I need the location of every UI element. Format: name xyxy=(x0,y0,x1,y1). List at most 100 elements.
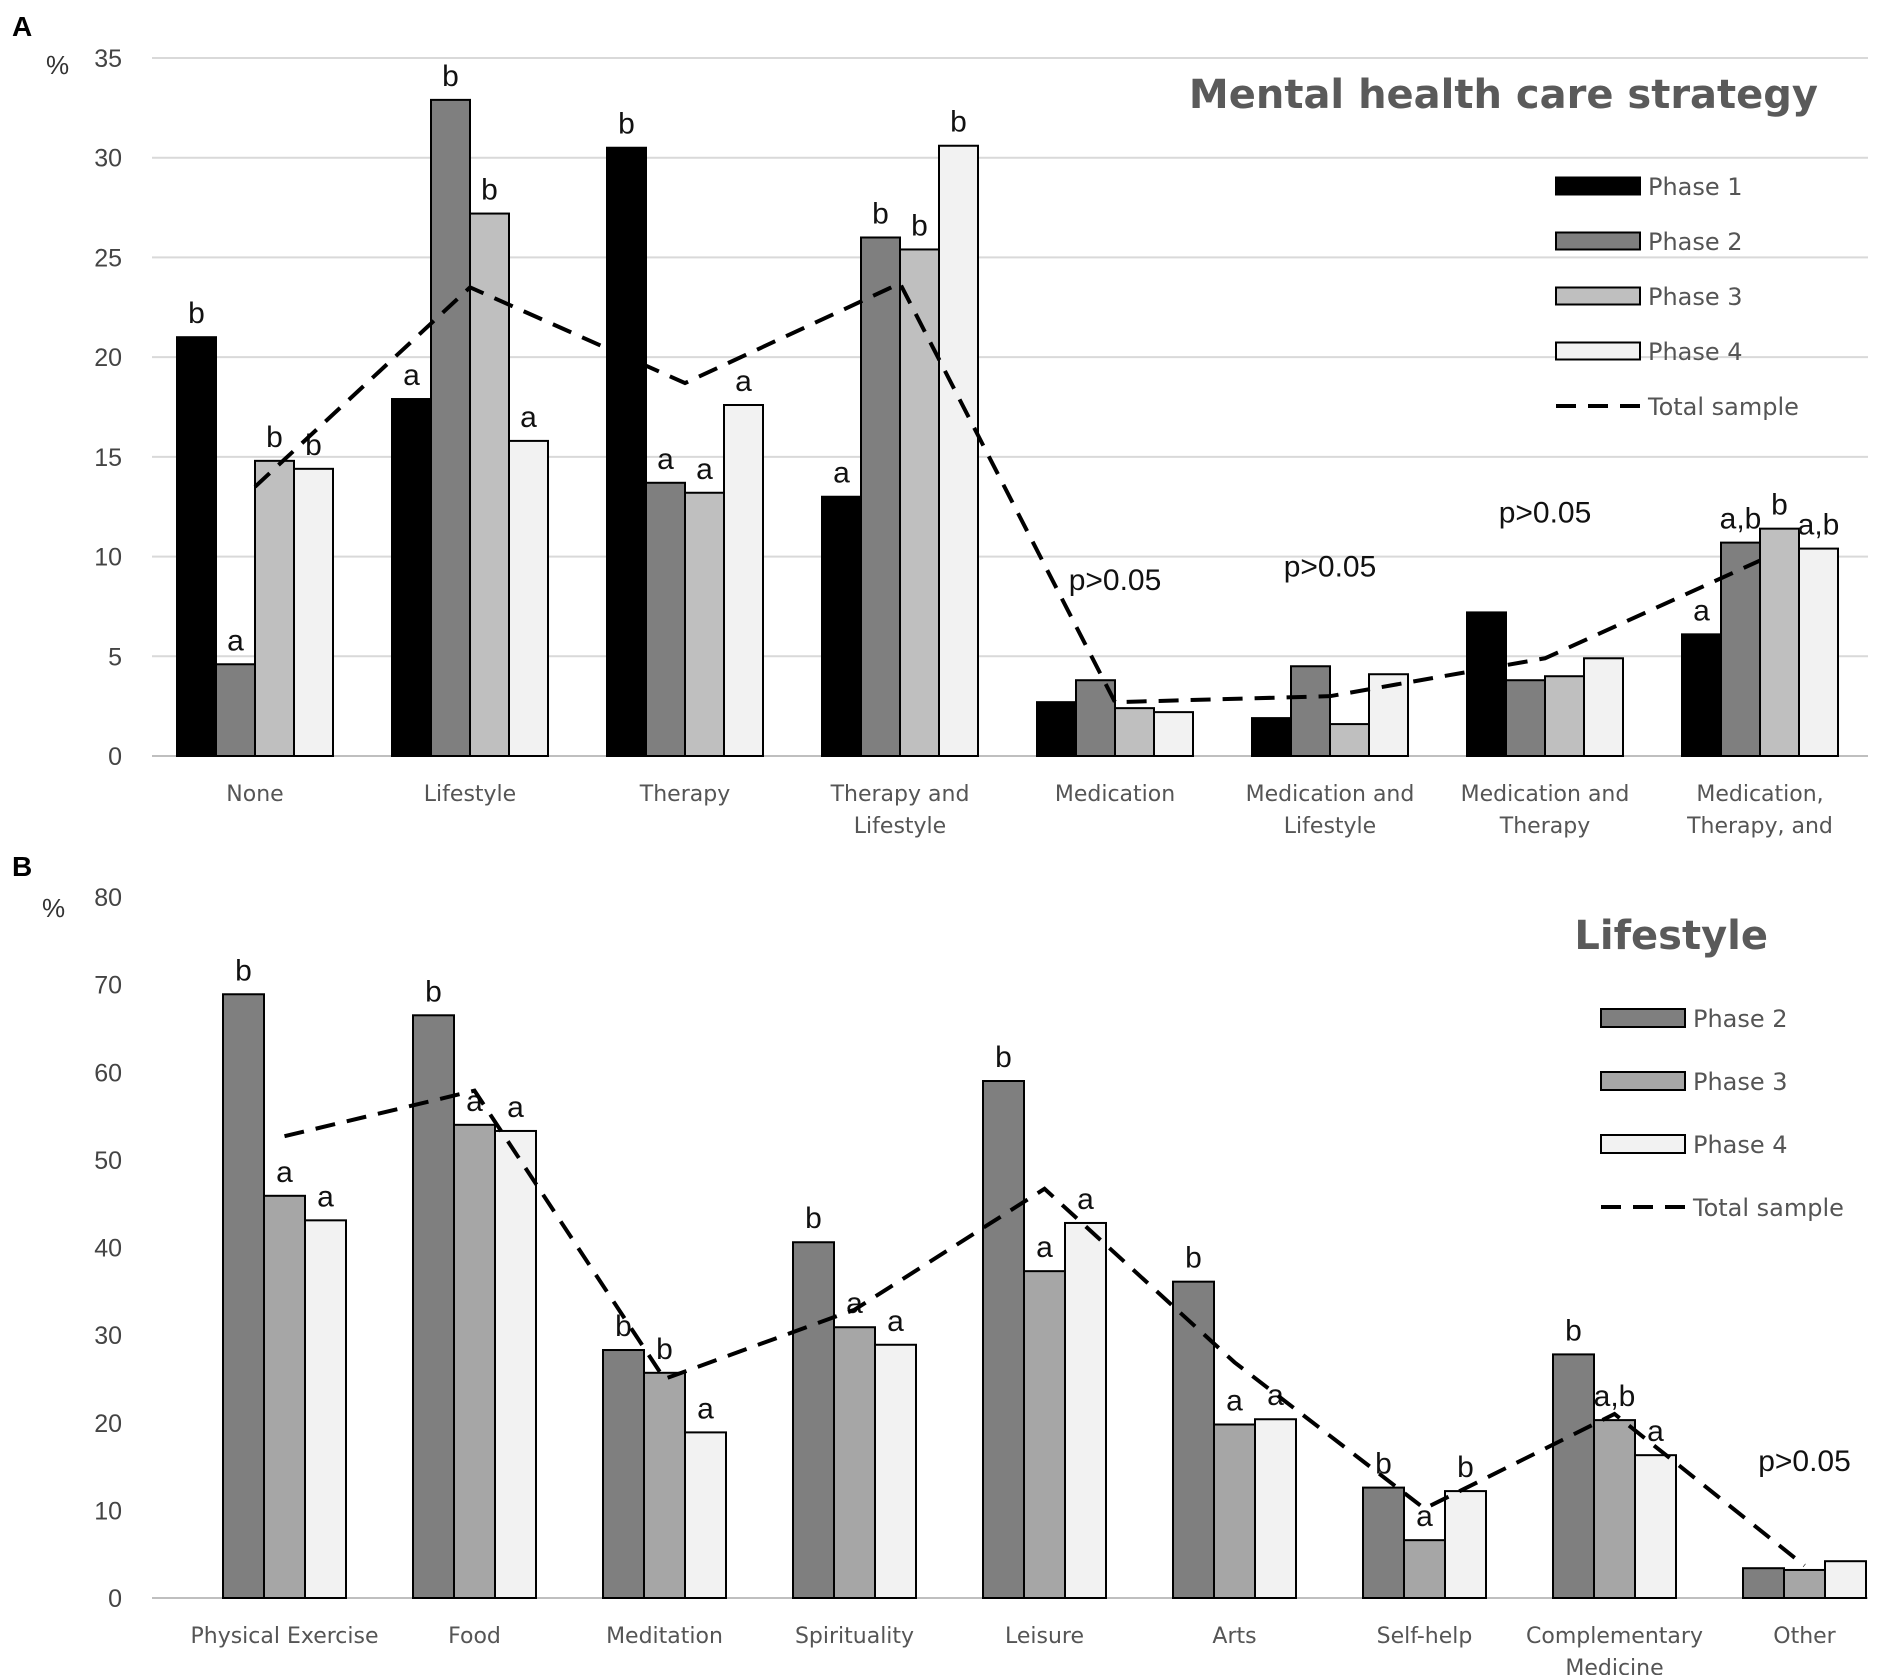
x-tick-label: Medicine xyxy=(1565,1656,1663,1675)
bar-phase-4-8 xyxy=(1824,1560,1867,1600)
significance-label: a xyxy=(1036,1231,1053,1264)
chart-panel-a: A% 0 5 10 15 20 25 30 35 Mental health care strat… xyxy=(12,11,1868,839)
bar-phase-4-7 xyxy=(1798,547,1839,758)
y-tick-label: 50 xyxy=(94,1147,122,1175)
bar-phase-4-0 xyxy=(293,467,334,757)
significance-label: a xyxy=(1077,1183,1094,1216)
total-sample-line xyxy=(284,1088,1806,1568)
x-tick-label: Medication and xyxy=(1461,782,1630,807)
x-tick-label: Arts xyxy=(1212,1624,1256,1649)
significance-label: b xyxy=(950,106,967,139)
x-tick-label: Therapy and xyxy=(830,782,970,807)
bar-phase-2-6 xyxy=(1362,1486,1405,1600)
significance-label: p>0.05 xyxy=(1284,550,1377,583)
bar-phase-4-4 xyxy=(1153,711,1194,758)
bar-phase-4-0 xyxy=(304,1219,347,1600)
legend-label: Total sample xyxy=(1647,393,1799,421)
bar-phase-2-3 xyxy=(792,1241,835,1600)
bar-phase-3-3 xyxy=(833,1326,876,1600)
bar-phase-4-6 xyxy=(1583,657,1624,758)
bar-phase-2-0 xyxy=(222,993,265,1599)
significance-label: a xyxy=(1693,594,1710,627)
y-tick-label: 30 xyxy=(94,145,122,173)
significance-label: a,b xyxy=(1594,1380,1636,1413)
bar-phase-4-3 xyxy=(874,1343,917,1600)
legend-swatch xyxy=(1555,176,1641,196)
chart-title: Mental health care strategy xyxy=(1189,72,1818,118)
y-tick-label: 20 xyxy=(94,1410,122,1438)
legend-label: Phase 2 xyxy=(1648,228,1743,256)
bar-phase-4-7 xyxy=(1634,1454,1677,1600)
significance-label: a xyxy=(657,443,674,476)
y-tick-label: 10 xyxy=(94,544,122,572)
y-tick-label: 30 xyxy=(94,1322,122,1350)
legend-swatch xyxy=(1555,231,1641,251)
significance-label: a xyxy=(227,624,244,657)
bar-phase-2-2 xyxy=(645,481,686,757)
legend-swatch xyxy=(1600,1134,1686,1154)
significance-label: a xyxy=(887,1305,904,1338)
bar-phase-3-6 xyxy=(1544,675,1585,758)
bar-phase-2-8 xyxy=(1742,1567,1785,1600)
significance-label: b xyxy=(1375,1448,1392,1481)
significance-label: a xyxy=(1226,1385,1243,1418)
bar-phase-2-1 xyxy=(430,98,471,757)
bar-phase-1-5 xyxy=(1251,717,1292,758)
x-tick-label: Self-help xyxy=(1377,1624,1473,1649)
y-tick-label: 35 xyxy=(94,45,122,73)
bar-phase-3-2 xyxy=(684,491,725,757)
bar-phase-3-5 xyxy=(1329,723,1370,758)
x-tick-label: Other xyxy=(1773,1624,1836,1649)
bar-phase-4-3 xyxy=(938,144,979,757)
bar-phase-3-6 xyxy=(1403,1539,1446,1599)
bar-phase-1-3 xyxy=(821,495,862,757)
legend-label: Phase 3 xyxy=(1693,1068,1788,1096)
x-tick-label: Therapy xyxy=(1499,814,1590,839)
legend-swatch xyxy=(1555,341,1641,361)
significance-label: a xyxy=(466,1085,483,1118)
significance-label: b xyxy=(872,197,889,230)
x-tick-label: Spirituality xyxy=(795,1624,914,1649)
y-tick-label: 70 xyxy=(94,972,122,1000)
significance-label: b xyxy=(1457,1451,1474,1484)
bar-phase-3-4 xyxy=(1023,1270,1066,1599)
bar-phase-2-5 xyxy=(1172,1280,1215,1599)
bar-phase-3-5 xyxy=(1213,1423,1256,1599)
legend-label: Phase 3 xyxy=(1648,283,1743,311)
x-tick-label: Medication xyxy=(1055,782,1175,807)
significance-label: p>0.05 xyxy=(1758,1445,1851,1478)
significance-label: a xyxy=(1267,1379,1284,1412)
bar-phase-3-8 xyxy=(1783,1568,1826,1599)
total-sample-line xyxy=(253,280,1761,705)
significance-label: a xyxy=(276,1156,293,1189)
bar-phase-4-1 xyxy=(494,1129,537,1599)
legend-swatch xyxy=(1600,1071,1686,1091)
x-tick-label: Complementary xyxy=(1526,1624,1703,1649)
x-tick-label: Therapy xyxy=(639,782,730,807)
significance-label: a xyxy=(833,457,850,490)
significance-label: a,b xyxy=(1720,503,1762,536)
bar-phase-1-2 xyxy=(606,146,647,757)
significance-label: b xyxy=(1565,1314,1582,1347)
y-tick-label: 5 xyxy=(108,643,122,671)
bar-phase-4-1 xyxy=(508,439,549,757)
significance-label: b xyxy=(481,174,498,207)
significance-label: b xyxy=(656,1333,673,1366)
y-tick-label: 0 xyxy=(108,1585,122,1613)
significance-label: b xyxy=(1185,1242,1202,1275)
bar-phase-2-0 xyxy=(215,663,256,758)
x-tick-label: Medication and xyxy=(1246,782,1415,807)
y-tick-label: 60 xyxy=(94,1059,122,1087)
bar-phase-1-1 xyxy=(391,398,432,757)
significance-label: a xyxy=(735,365,752,398)
legend-label: Phase 1 xyxy=(1648,173,1743,201)
bar-phase-1-0 xyxy=(176,336,217,757)
significance-label: b xyxy=(1771,489,1788,522)
significance-label: a xyxy=(520,401,537,434)
bar-phase-1-7 xyxy=(1681,633,1722,757)
panel-label: A xyxy=(12,11,32,42)
significance-label: b xyxy=(235,954,252,987)
legend-swatch xyxy=(1555,286,1641,306)
bar-phase-4-6 xyxy=(1444,1490,1487,1600)
